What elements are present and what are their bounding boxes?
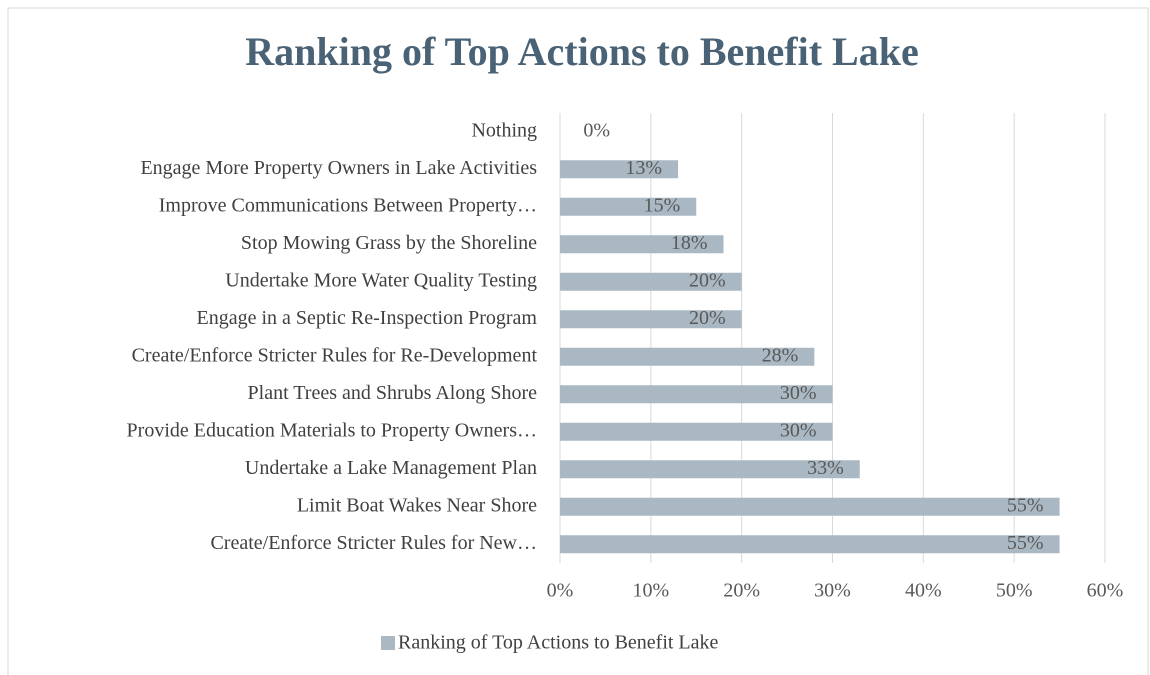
data-label: 15% xyxy=(644,194,681,216)
chart-title: Ranking of Top Actions to Benefit Lake xyxy=(245,29,918,74)
data-label: 28% xyxy=(762,344,799,366)
bar xyxy=(560,460,860,479)
y-tick-label: Engage in a Septic Re-Inspection Program xyxy=(197,307,538,329)
data-label: 33% xyxy=(807,457,844,479)
bar xyxy=(560,347,815,366)
bar xyxy=(560,235,724,254)
bar xyxy=(560,197,697,216)
x-tick-label: 40% xyxy=(905,580,942,602)
data-label: 55% xyxy=(1007,494,1044,516)
y-tick-label: Create/Enforce Stricter Rules for Re-Dev… xyxy=(132,344,538,366)
bar xyxy=(560,422,833,441)
x-tick-label: 10% xyxy=(632,580,669,602)
legend-marker xyxy=(381,636,395,650)
bar xyxy=(560,160,679,179)
bar xyxy=(560,535,1060,554)
x-tick-label: 50% xyxy=(996,580,1033,602)
legend-label: Ranking of Top Actions to Benefit Lake xyxy=(398,632,719,654)
data-label: 0% xyxy=(583,119,610,141)
data-label: 20% xyxy=(689,269,726,291)
y-tick-label: Provide Education Materials to Property … xyxy=(127,419,537,441)
y-tick-label: Create/Enforce Stricter Rules for New… xyxy=(210,532,537,554)
y-tick-label: Limit Boat Wakes Near Shore xyxy=(297,494,537,516)
y-tick-label: Plant Trees and Shrubs Along Shore xyxy=(248,382,538,404)
data-label: 18% xyxy=(671,232,708,254)
data-label: 13% xyxy=(625,157,662,179)
bar xyxy=(560,385,833,404)
x-tick-label: 60% xyxy=(1087,580,1124,602)
chart-border xyxy=(7,7,1149,675)
y-tick-label: Nothing xyxy=(471,119,537,141)
data-label: 30% xyxy=(780,419,817,441)
bar xyxy=(560,497,1060,516)
y-tick-label: Engage More Property Owners in Lake Acti… xyxy=(140,157,537,179)
bar xyxy=(560,310,742,329)
y-tick-label: Undertake More Water Quality Testing xyxy=(225,269,537,291)
data-label: 55% xyxy=(1007,532,1044,554)
bar xyxy=(560,272,742,291)
y-tick-label: Undertake a Lake Management Plan xyxy=(245,457,537,479)
y-tick-label: Stop Mowing Grass by the Shoreline xyxy=(241,232,537,254)
x-tick-label: 0% xyxy=(547,580,574,602)
data-label: 20% xyxy=(689,307,726,329)
y-tick-label: Improve Communications Between Property… xyxy=(159,194,537,216)
x-tick-label: 30% xyxy=(814,580,851,602)
x-tick-label: 20% xyxy=(723,580,760,602)
data-label: 30% xyxy=(780,382,817,404)
